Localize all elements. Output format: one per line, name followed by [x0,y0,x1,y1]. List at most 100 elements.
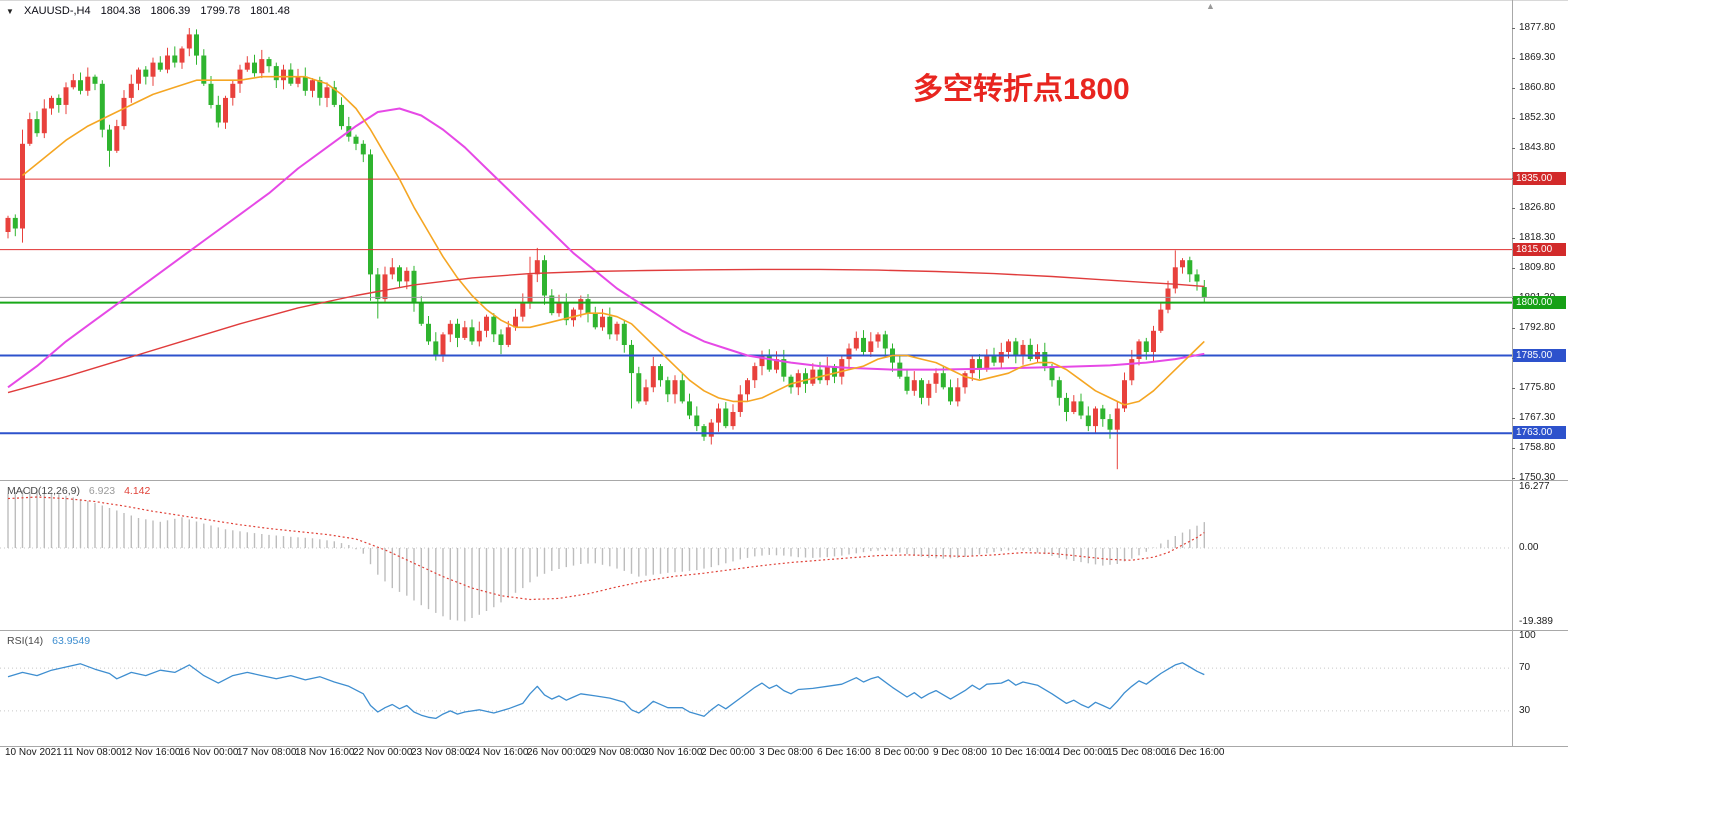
candle-body [1042,352,1048,367]
rsi-line [7,662,1205,720]
candle-body [143,69,149,77]
price-axis[interactable]: 1877.80 1869.30 1860.80 1852.30 1843.80 1835.… [1512,0,1672,770]
candle-body [882,334,888,349]
price-label: 1758.80 [1519,442,1556,453]
macd-panel[interactable] [0,481,1512,629]
axis-tick [1512,148,1515,149]
candle-body [556,302,562,314]
price-label: 1860.80 [1519,82,1556,93]
time-label: 11 Nov 08:00 [63,747,122,758]
candle-body [911,380,917,391]
symbol-marker-icon[interactable]: ▼ [6,7,14,16]
candle-body [252,62,257,74]
axis-tick [1512,88,1515,89]
candle-body [498,334,504,345]
candle-body [1165,288,1171,310]
candle-body [484,316,489,331]
candle-body [99,83,105,130]
candle-body [404,270,410,282]
candle-body [389,267,395,275]
candle-body [302,76,308,91]
ma-slow-line [7,107,1205,389]
time-label: 17 Nov 08:00 [237,747,297,758]
annotation-text[interactable]: 多空转折点1800 [913,73,1130,106]
symbol-timeframe-label: XAUUSD-,H4 [23,5,91,17]
candle-body [933,373,939,384]
candle-body [723,408,729,427]
candle-body [150,62,156,77]
time-label: 10 Dec 16:00 [991,747,1051,758]
candle-body [1136,341,1142,359]
candle-body [411,270,417,303]
axis-tick [1512,448,1515,449]
candle-body [505,327,511,345]
candle-body [12,217,18,229]
axis-tick [1512,388,1515,389]
candle-body [737,394,743,412]
candle-body [34,119,40,134]
candle-body [455,323,460,338]
time-label: 12 Nov 16:00 [121,747,181,758]
candle-body [317,80,323,98]
price-tag: 1815.00 [1513,243,1566,256]
candle-body [63,87,69,105]
candle-body [643,387,649,402]
candle-body [1027,344,1033,359]
candle-body [1107,419,1113,430]
time-label: 16 Nov 00:00 [179,747,239,758]
candle-body [447,323,453,335]
candle-body [462,327,468,338]
price-label: 1792.80 [1519,322,1556,333]
candle-body [136,69,141,84]
axis-tick [1512,268,1515,269]
time-label: 6 Dec 16:00 [817,747,871,758]
candle-body [426,323,431,342]
candle-body [940,373,946,388]
time-label: 23 Nov 08:00 [411,747,471,758]
candle-body [752,366,758,381]
macd-signal-line [7,496,1205,601]
time-label: 2 Dec 00:00 [701,747,755,758]
candle-body [331,87,337,105]
candle-body [1049,366,1055,381]
candle-body [868,341,874,352]
price-label: 1826.80 [1519,202,1556,213]
ma-mid-line [7,268,1205,394]
candle-body [853,337,859,349]
low-value: 1799.78 [200,5,241,17]
macd-min-label: -19.389 [1519,616,1553,627]
candle-body [708,422,714,437]
candle-body [128,83,134,98]
candle-body [491,316,497,335]
candle-body [353,136,359,144]
time-axis[interactable]: 10 Nov 2021 11 Nov 08:00 12 Nov 16:00 16 No… [0,747,1512,763]
candle-body [716,408,721,423]
panel-separator[interactable] [0,630,1568,631]
candle-body [621,323,627,345]
candle-body [382,274,388,300]
candle-body [56,97,62,105]
candle-body [1085,415,1091,427]
candle-body [513,316,518,328]
macd-max-label: 16.277 [1519,481,1550,492]
price-label: 1852.30 [1519,112,1556,123]
rsi-100-label: 100 [1519,630,1536,641]
main-price-chart[interactable] [0,0,1512,480]
candle-body [375,274,381,300]
candle-body [542,260,547,296]
candle-body [20,143,25,229]
candle-body [1006,341,1011,352]
price-label: 1877.80 [1519,22,1556,33]
chart-shift-marker-icon: ▲ [1206,1,1215,11]
rsi-panel[interactable] [0,631,1512,746]
candle-body [368,154,373,275]
panel-separator[interactable] [0,480,1568,481]
candle-body [650,366,656,388]
candle-body [534,260,540,275]
price-label: 1809.80 [1519,262,1556,273]
candle-body [578,299,584,310]
time-label: 8 Dec 00:00 [875,747,929,758]
candle-body [230,83,236,98]
candle-body [745,380,750,395]
macd-signal-value: 4.142 [124,485,151,497]
